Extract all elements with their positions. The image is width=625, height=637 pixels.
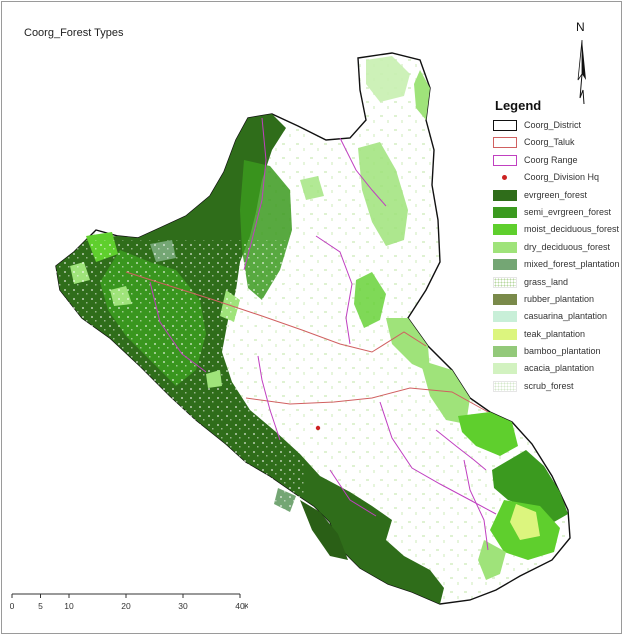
legend-swatch (502, 175, 507, 181)
legend-swatch (493, 206, 517, 218)
legend-label: rubber_plantation (524, 293, 595, 304)
legend-item: teak_plantation (493, 326, 621, 343)
legend-swatch (493, 346, 517, 358)
legend-item: scrub_forest (493, 378, 621, 395)
legend-item: bamboo_plantation (493, 343, 621, 360)
north-arrow: N (568, 20, 598, 110)
legend-swatch (493, 311, 517, 323)
legend: Legend Coorg_District Coorg_Taluk Coorg Ra… (493, 98, 621, 395)
scale-tick-label: 40 (235, 601, 245, 611)
evergreen-forest-area (56, 114, 444, 604)
legend-item: Coorg_Taluk (493, 134, 621, 151)
legend-swatch (493, 137, 517, 149)
legend-swatch (493, 363, 517, 375)
legend-item: Coorg_District (493, 117, 621, 134)
legend-item: Coorg_Division Hq (493, 169, 621, 186)
legend-swatch (493, 224, 517, 236)
scale-tick-label: 30 (178, 601, 188, 611)
legend-item: casuarina_plantation (493, 308, 621, 325)
legend-item: semi_evrgreen_forest (493, 204, 621, 221)
legend-label: moist_deciduous_forest (524, 224, 620, 235)
legend-item: rubber_plantation (493, 291, 621, 308)
legend-label: Coorg Range (524, 154, 578, 165)
legend-swatch (493, 154, 517, 166)
scale-unit: Km (244, 601, 248, 611)
scale-tick-label: 0 (10, 601, 15, 611)
legend-item: Coorg Range (493, 152, 621, 169)
legend-item: evrgreen_forest (493, 187, 621, 204)
scale-bar: 0 5 10 20 30 40Km (10, 593, 248, 611)
legend-swatch (493, 259, 517, 271)
legend-label: casuarina_plantation (524, 311, 608, 322)
legend-swatch (493, 241, 517, 253)
legend-swatch (493, 293, 517, 305)
legend-swatch (493, 328, 517, 340)
legend-label: evrgreen_forest (524, 189, 588, 200)
map-title: Coorg_Forest Types (24, 27, 124, 39)
legend-label: mixed_forest_plantation (524, 259, 620, 270)
legend-swatch (493, 189, 517, 201)
scale-tick-label: 10 (64, 601, 74, 611)
legend-label: Coorg_Taluk (524, 137, 575, 148)
legend-label: bamboo_plantation (524, 346, 601, 357)
range-boundaries (149, 117, 497, 551)
north-label: N (576, 20, 585, 34)
legend-label: acacia_plantation (524, 363, 595, 374)
north-arrow-icon (577, 39, 586, 105)
legend-label: dry_deciduous_forest (524, 241, 611, 252)
legend-label: Coorg_District (524, 120, 582, 130)
legend-label: Coorg_Division Hq (524, 172, 600, 183)
legend-swatch (493, 276, 517, 288)
scale-tick-label: 20 (121, 601, 131, 611)
legend-title: Legend (495, 98, 542, 113)
legend-swatch (493, 120, 517, 131)
legend-label: scrub_forest (524, 380, 574, 391)
legend-label: grass_land (524, 276, 569, 287)
legend-items: Coorg_District Coorg_Taluk Coorg Range Coor… (493, 117, 621, 395)
legend-item: grass_land (493, 274, 621, 291)
legend-item: acacia_plantation (493, 360, 621, 377)
legend-label: teak_plantation (524, 328, 586, 339)
taluk-boundaries (125, 271, 489, 413)
legend-label: semi_evrgreen_forest (524, 206, 612, 217)
legend-item: moist_deciduous_forest (493, 221, 621, 238)
legend-item: mixed_forest_plantation (493, 256, 621, 273)
division-hq-marker (315, 425, 321, 431)
scale-tick-label: 5 (38, 601, 43, 611)
legend-item: dry_deciduous_forest (493, 239, 621, 256)
legend-swatch (493, 380, 517, 392)
